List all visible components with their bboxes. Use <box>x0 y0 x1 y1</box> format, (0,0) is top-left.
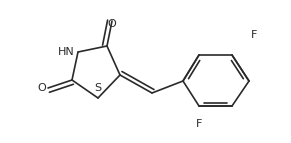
Text: O: O <box>108 19 116 29</box>
Text: O: O <box>37 83 46 93</box>
Text: S: S <box>95 83 102 93</box>
Text: HN: HN <box>58 47 75 57</box>
Text: F: F <box>251 30 257 40</box>
Text: F: F <box>196 119 202 129</box>
